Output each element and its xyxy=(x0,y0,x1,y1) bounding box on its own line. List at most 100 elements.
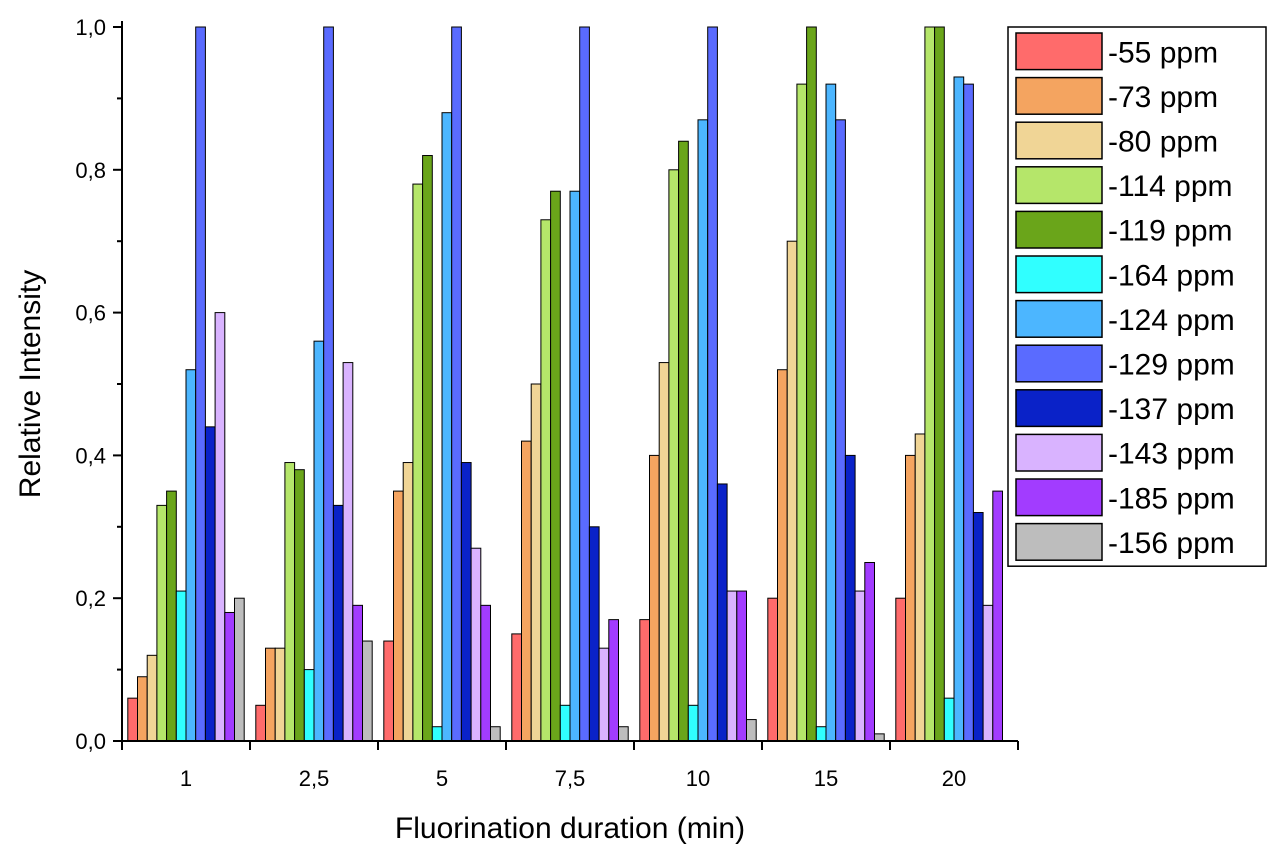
y-tick-label: 1,0 xyxy=(75,15,106,40)
bar xyxy=(224,611,236,742)
x-tick-label: 15 xyxy=(814,766,838,791)
bar xyxy=(470,547,482,742)
bar xyxy=(618,726,629,742)
bar xyxy=(460,462,472,742)
bar xyxy=(639,619,650,742)
bar xyxy=(530,383,542,742)
legend-swatch xyxy=(1015,522,1103,561)
bar xyxy=(687,704,699,742)
bar xyxy=(412,183,424,742)
legend-swatch xyxy=(1015,32,1103,71)
bar xyxy=(697,119,709,742)
bar xyxy=(786,240,798,742)
bar xyxy=(726,590,738,742)
legend: -55 ppm -73 ppm -80 ppm -114 ppm -119 ppm -16… xyxy=(1007,26,1267,567)
bar xyxy=(352,604,363,742)
legend-label: -114 ppm xyxy=(1108,170,1233,203)
bar xyxy=(588,526,600,742)
legend-swatch xyxy=(1015,121,1103,160)
bar xyxy=(185,369,197,742)
y-axis-title: Relative Intensity xyxy=(14,270,47,498)
bar xyxy=(943,697,955,742)
y-tick-label: 0,8 xyxy=(75,158,106,183)
bar xyxy=(767,597,778,742)
bar xyxy=(127,697,139,742)
y-tick-label: 0,6 xyxy=(75,301,106,326)
bar xyxy=(342,362,354,742)
x-tick-label: 10 xyxy=(686,766,710,791)
bar xyxy=(393,490,404,742)
bar xyxy=(255,704,267,742)
x-tick-label: 1 xyxy=(180,766,192,791)
bar xyxy=(175,590,187,742)
legend-label: -119 ppm xyxy=(1108,215,1233,248)
bar xyxy=(521,440,532,742)
bar xyxy=(313,340,325,742)
bar xyxy=(569,190,581,742)
legend-label: -185 ppm xyxy=(1108,482,1235,515)
bar xyxy=(214,312,226,742)
bar xyxy=(963,83,974,742)
legend-swatch xyxy=(1015,255,1103,294)
bar xyxy=(362,640,373,742)
legend-label: -73 ppm xyxy=(1108,81,1218,114)
y-tick-label: 0,0 xyxy=(75,729,106,754)
bar xyxy=(402,462,414,742)
y-tick-label: 0,2 xyxy=(75,586,106,611)
bar xyxy=(815,726,827,742)
legend-swatch xyxy=(1015,210,1103,249)
x-axis-title: Fluorination duration (min) xyxy=(395,812,745,845)
bar xyxy=(146,654,158,742)
legend-label: -156 ppm xyxy=(1108,527,1235,560)
bar xyxy=(156,504,168,742)
bar xyxy=(608,619,619,742)
bar xyxy=(540,219,552,742)
legend-swatch xyxy=(1015,389,1103,428)
bar xyxy=(864,562,875,742)
bar xyxy=(204,426,216,742)
bar xyxy=(579,26,590,742)
axes: 0,0 0,2 0,4 0,6 0,8 1,0 1 2,5 5 7,5 10 15 20 xyxy=(75,15,1019,791)
legend-swatch xyxy=(1015,344,1103,383)
plot-area xyxy=(127,26,1003,742)
bar xyxy=(914,433,926,742)
bar xyxy=(649,454,660,742)
bar xyxy=(195,26,206,742)
legend-swatch xyxy=(1015,433,1103,472)
bar xyxy=(265,647,276,742)
bar xyxy=(137,676,148,742)
legend-swatch xyxy=(1015,166,1103,205)
bar xyxy=(854,590,866,742)
bar xyxy=(835,119,846,742)
legend-swatch xyxy=(1015,76,1103,115)
bar xyxy=(511,633,522,742)
bar xyxy=(284,462,296,742)
x-tick-label: 2,5 xyxy=(299,766,330,791)
bar xyxy=(294,469,305,742)
x-tick-label: 5 xyxy=(436,766,448,791)
bar xyxy=(707,26,718,742)
bar xyxy=(274,647,286,742)
bar xyxy=(490,726,501,742)
bar xyxy=(668,169,680,742)
bar xyxy=(303,669,315,742)
bar xyxy=(982,604,994,742)
bar xyxy=(441,112,453,742)
bar xyxy=(480,604,491,742)
legend-frame xyxy=(1007,26,1267,567)
bar xyxy=(658,362,670,742)
bar xyxy=(234,597,245,742)
legend-swatch xyxy=(1015,299,1103,338)
legend-label: -164 ppm xyxy=(1108,259,1235,292)
bar xyxy=(716,483,728,742)
legend-swatch xyxy=(1015,478,1103,517)
bar xyxy=(777,369,788,742)
bar xyxy=(678,140,689,742)
bar xyxy=(431,726,443,742)
legend-label: -80 ppm xyxy=(1108,126,1218,159)
bar xyxy=(895,597,906,742)
legend-label: -55 ppm xyxy=(1108,36,1218,69)
bar xyxy=(746,719,757,742)
bar xyxy=(953,76,965,742)
